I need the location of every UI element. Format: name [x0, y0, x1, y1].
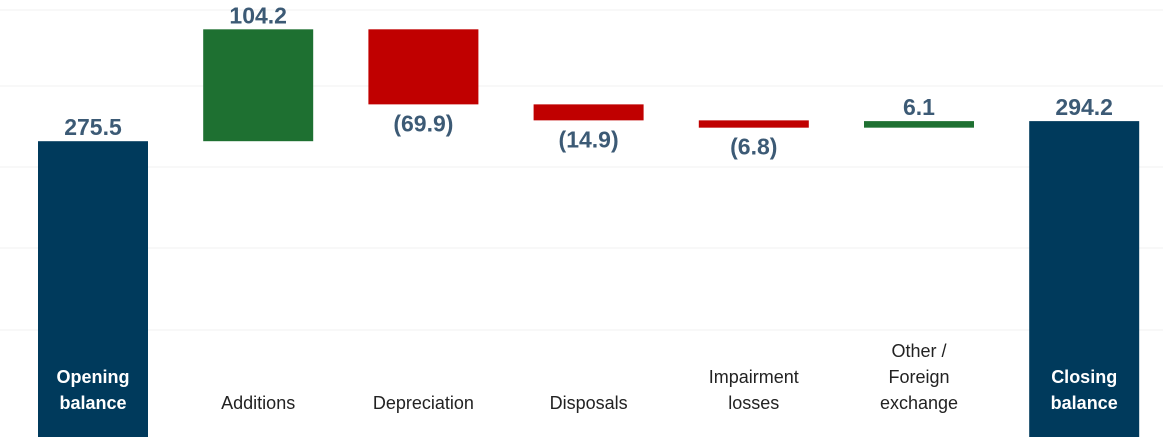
data-labels: 275.5 104.2 (69.9) (14.9) (6.8) 6.1 294.2 [64, 2, 1113, 159]
category-label: Impairment losses [709, 367, 799, 413]
category-label: Opening balance [57, 367, 130, 413]
category-label: Depreciation [373, 393, 474, 413]
bar-increase [203, 29, 314, 142]
data-label: 6.1 [903, 94, 935, 120]
data-label: 104.2 [229, 2, 287, 28]
bar-increase [864, 121, 974, 128]
bar-decrease [698, 120, 809, 128]
category-labels: Opening balance Additions Depreciation Dispo… [57, 341, 1118, 413]
data-label: (6.8) [730, 134, 777, 160]
bars [38, 29, 1140, 437]
category-label: Additions [221, 393, 295, 413]
bar-decrease [533, 104, 644, 121]
category-label: Other / Foreign exchange [880, 341, 958, 413]
bar-decrease [368, 29, 479, 105]
data-label: 275.5 [64, 114, 122, 140]
bar-total [38, 141, 148, 437]
bar-total [1029, 121, 1140, 437]
data-label: 294.2 [1055, 94, 1113, 120]
gridlines [0, 9, 1163, 331]
category-label: Closing balance [1051, 367, 1118, 413]
data-label: (14.9) [559, 126, 619, 152]
category-label: Disposals [550, 393, 628, 413]
data-label: (69.9) [393, 110, 453, 136]
